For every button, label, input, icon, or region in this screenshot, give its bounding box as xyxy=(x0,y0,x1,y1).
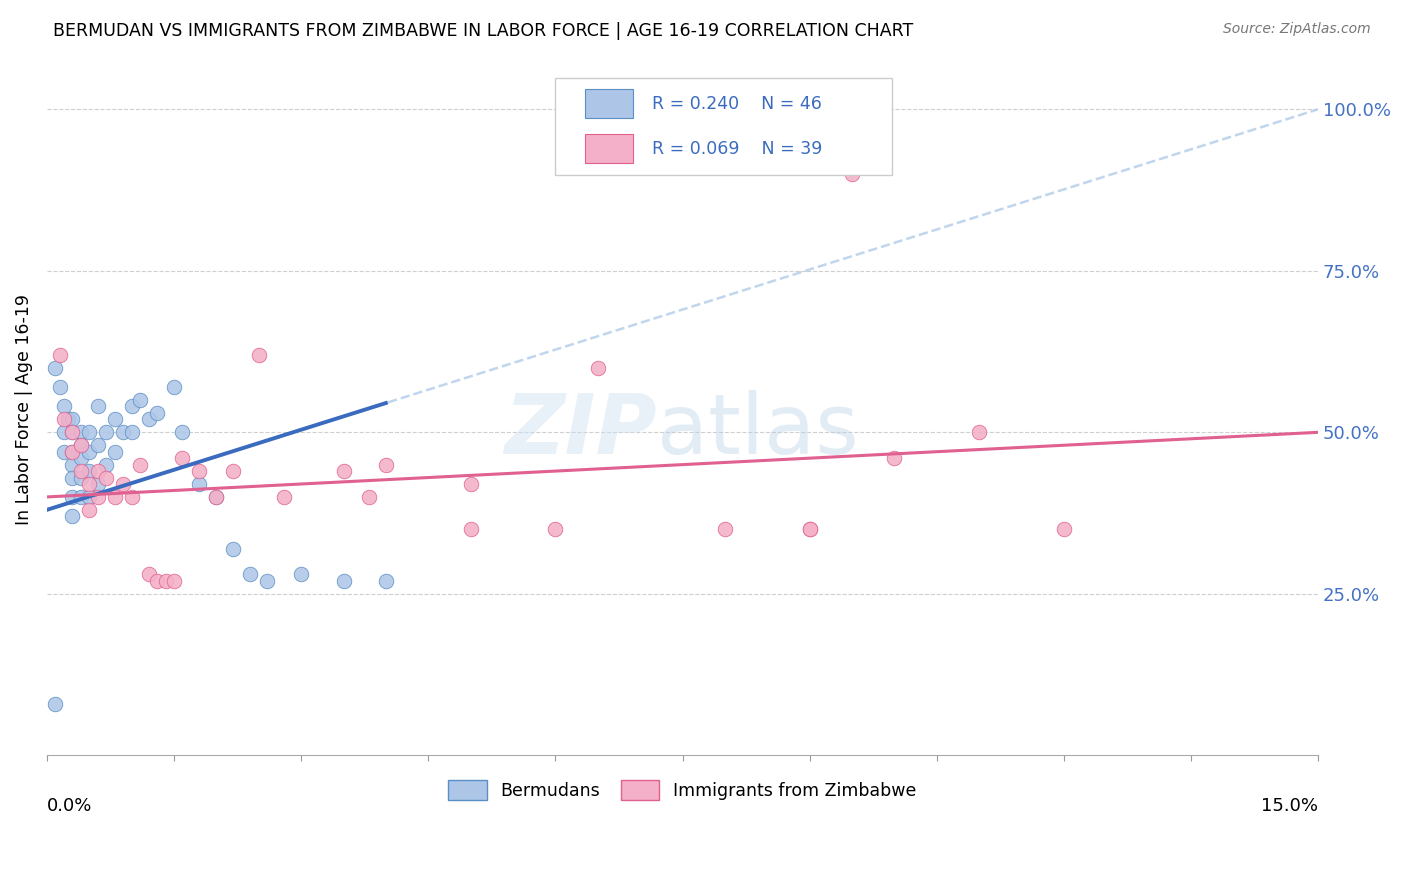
Point xyxy=(256,574,278,588)
Point xyxy=(104,412,127,426)
Point xyxy=(967,425,990,440)
Point xyxy=(883,451,905,466)
Point xyxy=(163,380,186,394)
Point xyxy=(188,477,211,491)
Point xyxy=(138,567,160,582)
Text: R = 0.240    N = 46: R = 0.240 N = 46 xyxy=(652,95,823,112)
Point xyxy=(52,425,75,440)
Point xyxy=(60,444,83,458)
Point xyxy=(60,412,83,426)
Point xyxy=(60,509,83,524)
Point xyxy=(146,574,169,588)
Point xyxy=(60,490,83,504)
Point xyxy=(69,438,91,452)
Point xyxy=(48,348,70,362)
Y-axis label: In Labor Force | Age 16-19: In Labor Force | Age 16-19 xyxy=(15,294,32,525)
Point xyxy=(77,477,100,491)
Point xyxy=(121,425,143,440)
Point xyxy=(44,697,66,711)
Text: 15.0%: 15.0% xyxy=(1261,797,1319,814)
Point xyxy=(69,470,91,484)
Point xyxy=(586,360,609,375)
Point xyxy=(357,490,380,504)
Point xyxy=(60,425,83,440)
Point xyxy=(96,425,118,440)
Point xyxy=(544,522,567,536)
Point xyxy=(714,522,737,536)
Point xyxy=(121,400,143,414)
Point xyxy=(56,412,79,426)
Point xyxy=(60,458,83,472)
Point xyxy=(332,574,354,588)
Point xyxy=(112,477,135,491)
Point xyxy=(87,477,110,491)
Point xyxy=(69,464,91,478)
Point xyxy=(460,477,482,491)
Text: Source: ZipAtlas.com: Source: ZipAtlas.com xyxy=(1223,22,1371,37)
Point xyxy=(172,425,194,440)
Point xyxy=(60,425,83,440)
Point xyxy=(841,167,863,181)
Point xyxy=(799,522,821,536)
Point xyxy=(69,490,91,504)
Point xyxy=(96,458,118,472)
Point xyxy=(52,444,75,458)
Point xyxy=(205,490,228,504)
Point xyxy=(104,444,127,458)
Point xyxy=(87,400,110,414)
Point xyxy=(77,490,100,504)
Point xyxy=(155,574,177,588)
Text: atlas: atlas xyxy=(657,390,859,471)
Point xyxy=(172,451,194,466)
Point xyxy=(48,380,70,394)
Point xyxy=(290,567,312,582)
Point xyxy=(247,348,270,362)
Point xyxy=(52,412,75,426)
Point xyxy=(69,425,91,440)
Point xyxy=(69,451,91,466)
Text: BERMUDAN VS IMMIGRANTS FROM ZIMBABWE IN LABOR FORCE | AGE 16-19 CORRELATION CHAR: BERMUDAN VS IMMIGRANTS FROM ZIMBABWE IN … xyxy=(53,22,914,40)
Point xyxy=(104,490,127,504)
Point xyxy=(52,400,75,414)
Point xyxy=(87,490,110,504)
Point xyxy=(121,490,143,504)
Point xyxy=(44,360,66,375)
Text: R = 0.069    N = 39: R = 0.069 N = 39 xyxy=(652,140,823,158)
Point xyxy=(273,490,295,504)
Point xyxy=(374,574,396,588)
Point xyxy=(60,444,83,458)
Point xyxy=(188,464,211,478)
Point xyxy=(87,464,110,478)
Point xyxy=(96,470,118,484)
Text: 0.0%: 0.0% xyxy=(46,797,93,814)
Point xyxy=(77,425,100,440)
FancyBboxPatch shape xyxy=(555,78,893,175)
Point xyxy=(112,425,135,440)
Point xyxy=(146,406,169,420)
Point xyxy=(87,438,110,452)
Point xyxy=(129,392,152,407)
Point xyxy=(239,567,262,582)
Bar xyxy=(585,89,633,119)
Bar xyxy=(585,134,633,163)
Point xyxy=(77,464,100,478)
Point xyxy=(1053,522,1076,536)
Point xyxy=(60,470,83,484)
Point xyxy=(129,458,152,472)
Point xyxy=(374,458,396,472)
Point xyxy=(77,503,100,517)
Point xyxy=(69,438,91,452)
Point xyxy=(332,464,354,478)
Text: ZIP: ZIP xyxy=(505,390,657,471)
Point xyxy=(77,444,100,458)
Legend: Bermudans, Immigrants from Zimbabwe: Bermudans, Immigrants from Zimbabwe xyxy=(440,772,925,809)
Point xyxy=(799,522,821,536)
Point xyxy=(138,412,160,426)
Point xyxy=(222,464,245,478)
Point xyxy=(460,522,482,536)
Point xyxy=(222,541,245,556)
Point xyxy=(163,574,186,588)
Point xyxy=(205,490,228,504)
